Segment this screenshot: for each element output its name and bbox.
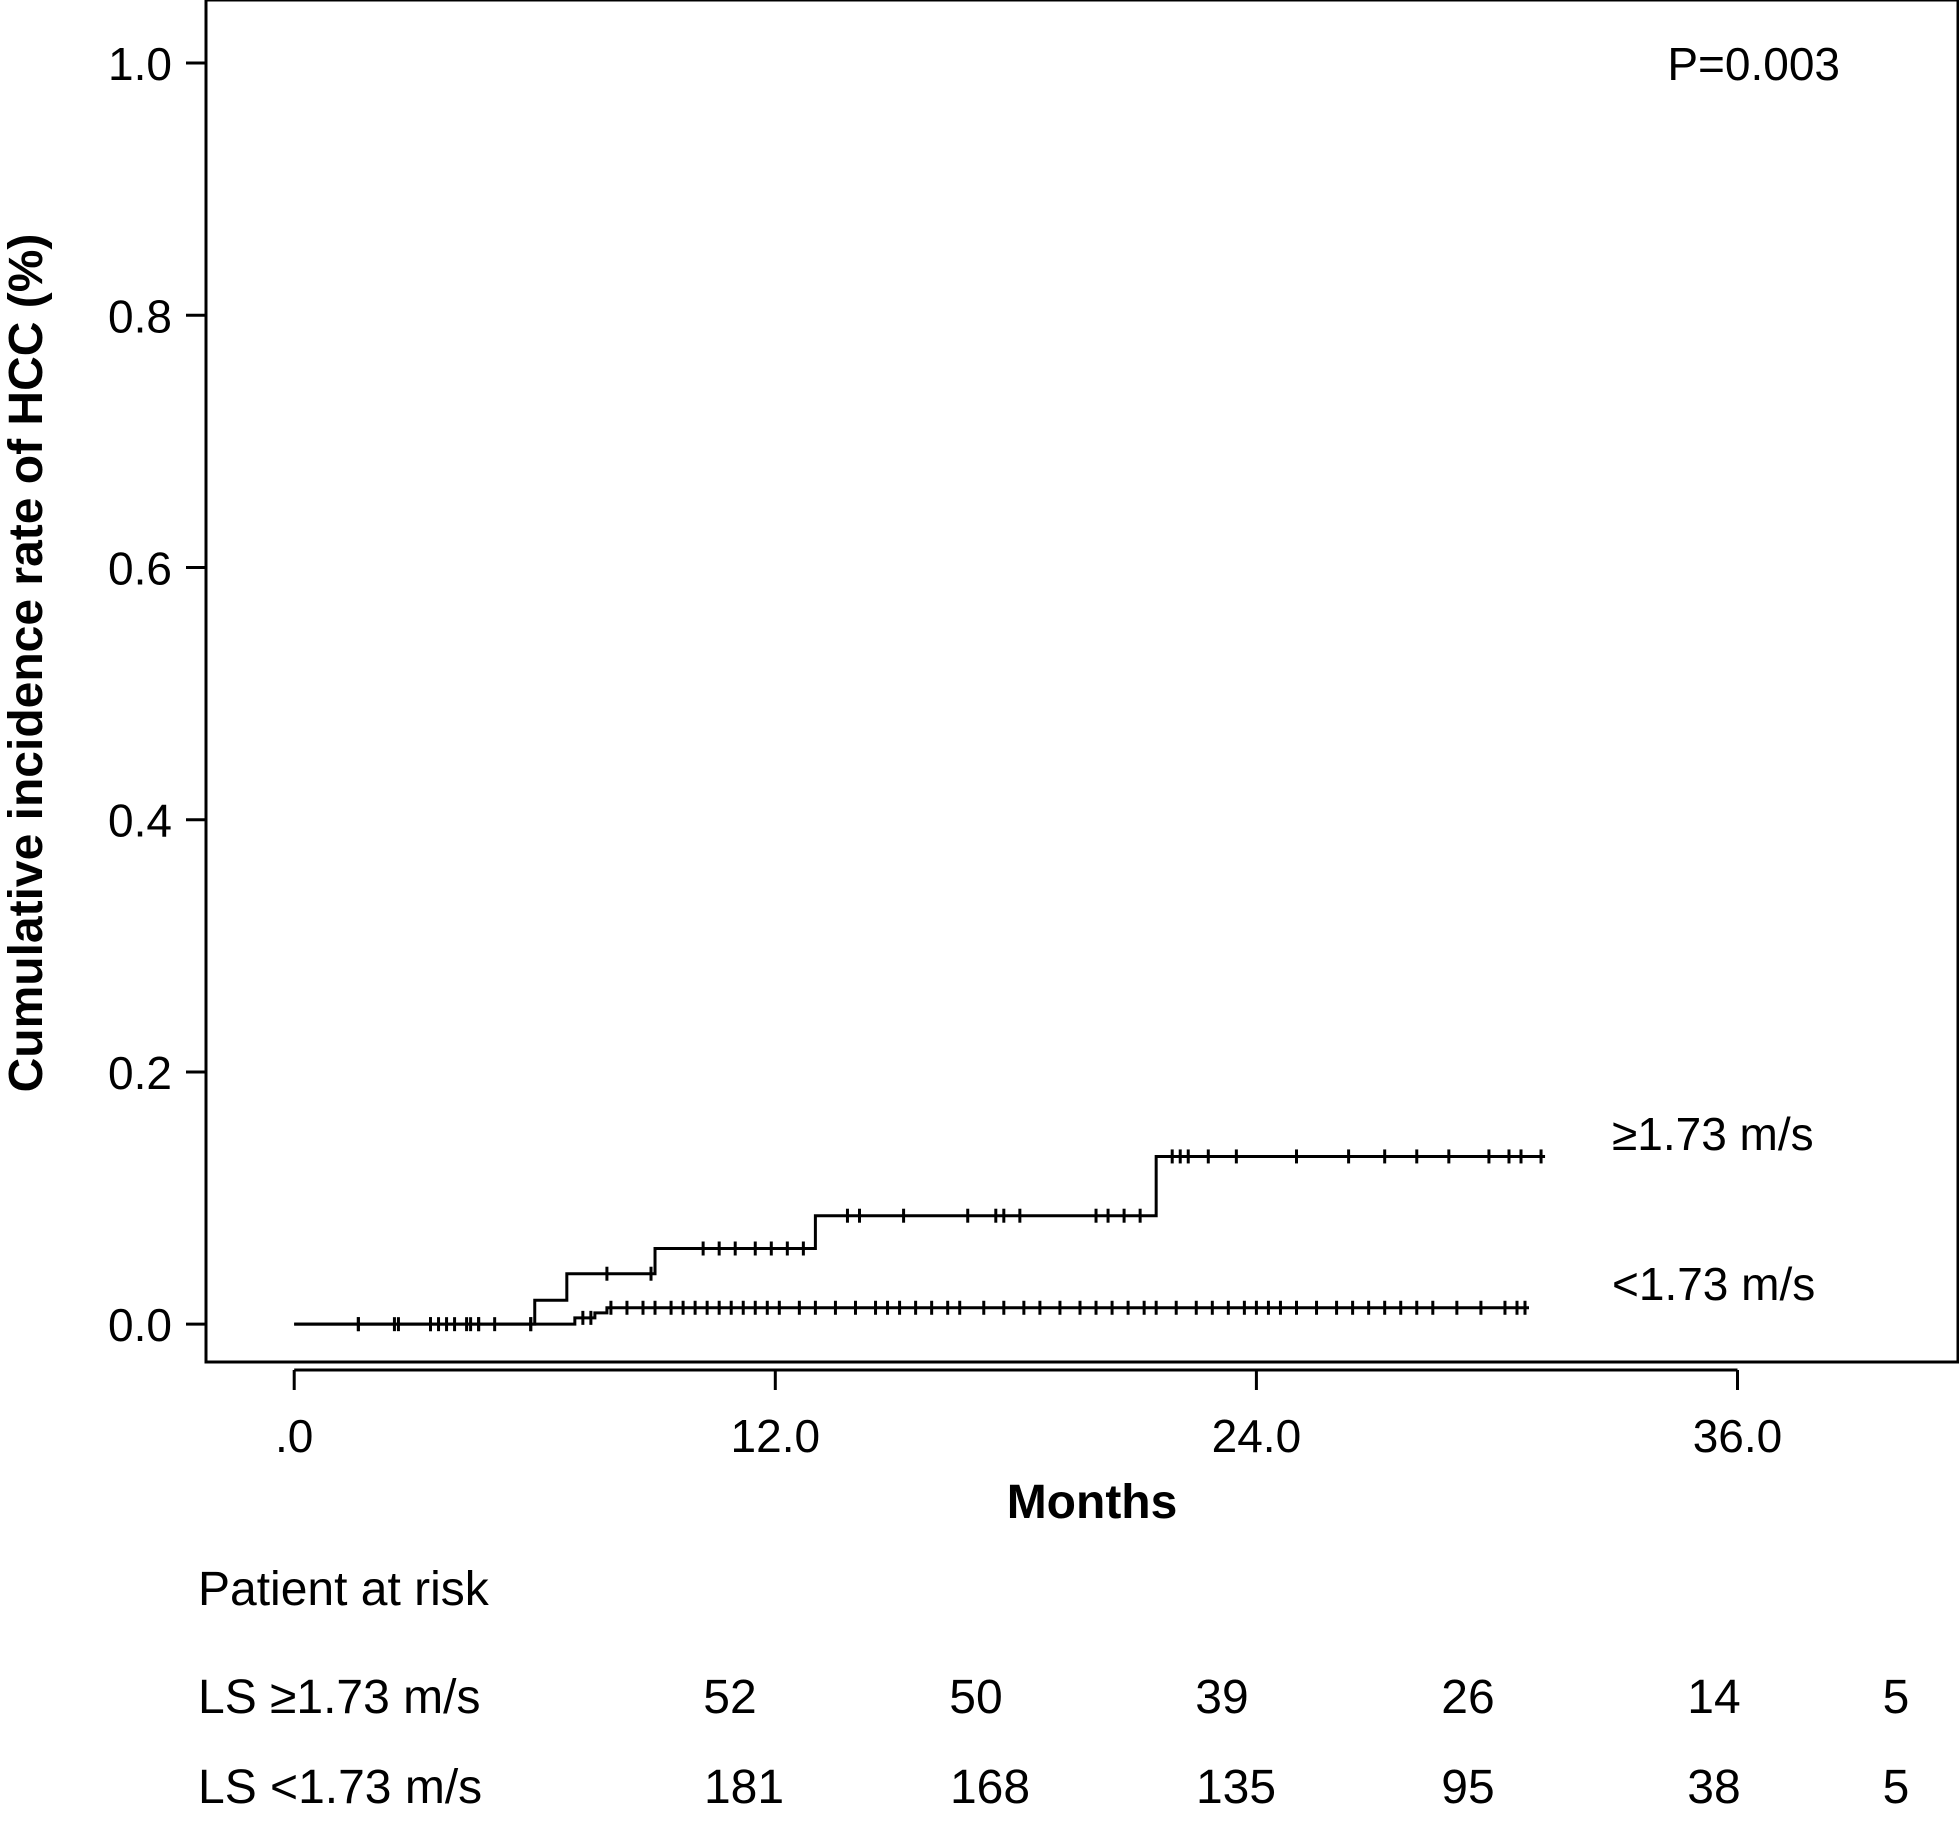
- series-label-high: ≥1.73 m/s: [1612, 1108, 1814, 1160]
- risk-value-high-1: 52: [703, 1671, 757, 1724]
- risk-value-low-2: 168: [949, 1761, 1031, 1814]
- risk-value-high-2: 50: [949, 1671, 1003, 1724]
- risk-value-low-3: 135: [1195, 1761, 1277, 1814]
- risk-value-high-6: 5: [1882, 1671, 1910, 1724]
- y-tick-label-1: 0.2: [108, 1047, 172, 1099]
- x-tick-label-3: 36.0: [1693, 1410, 1783, 1462]
- risk-value-low-1: 181: [703, 1761, 785, 1814]
- risk-row-label-low: LS <1.73 m/s: [198, 1761, 483, 1814]
- curve-low-line: [294, 1306, 1530, 1326]
- x-tick-label-0: .0: [275, 1410, 313, 1462]
- x-axis-label: Months: [1007, 1476, 1178, 1529]
- plot-frame: [204, 0, 1959, 1364]
- risk-value-low-5: 38: [1687, 1761, 1741, 1814]
- risk-row-label-high: LS ≥1.73 m/s: [198, 1671, 481, 1724]
- risk-value-low-4: 95: [1441, 1761, 1495, 1814]
- y-tick-label-0: 0.0: [108, 1299, 172, 1351]
- risk-value-low-6: 5: [1882, 1761, 1910, 1814]
- p-value-annotation: P=0.003: [1667, 38, 1840, 90]
- y-tick-label-3: 0.6: [108, 543, 172, 595]
- risk-value-high-5: 14: [1687, 1671, 1741, 1724]
- x-axis: .0 12.0 24.0 36.0: [275, 1368, 1783, 1462]
- risk-value-high-3: 39: [1195, 1671, 1249, 1724]
- y-tick-label-5: 1.0: [108, 38, 172, 90]
- curve-high-line: [294, 1154, 1546, 1326]
- curves: [294, 1149, 1546, 1332]
- y-axis: 0.0 0.2 0.4 0.6 0.8 1.0: [108, 38, 206, 1351]
- y-tick-label-4: 0.8: [108, 290, 172, 342]
- y-axis-label: Cumulative incidence rate of HCC (%): [0, 234, 53, 1093]
- x-tick-label-1: 12.0: [731, 1410, 821, 1462]
- series-label-low: <1.73 m/s: [1612, 1258, 1815, 1310]
- risk-value-high-4: 26: [1441, 1671, 1495, 1724]
- risk-table-title: Patient at risk: [198, 1563, 489, 1616]
- y-tick-label-2: 0.4: [108, 795, 172, 847]
- x-tick-label-2: 24.0: [1212, 1410, 1302, 1462]
